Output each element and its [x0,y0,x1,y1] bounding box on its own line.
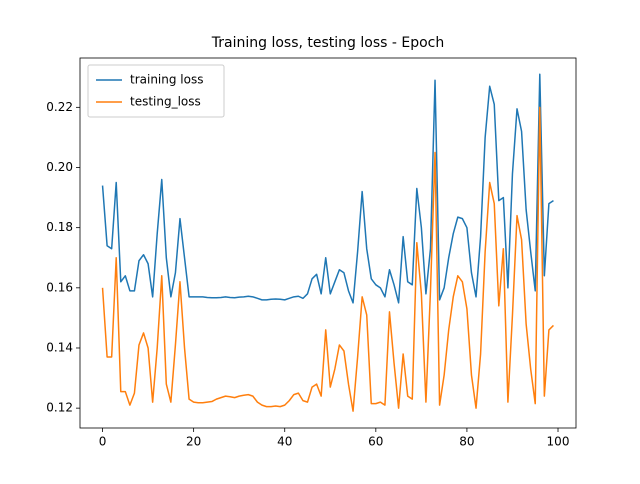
line-series [101,106,554,412]
y-tick-label: 0.18 [46,220,73,234]
y-tick-label: 0.12 [46,401,73,415]
plot-frame [79,57,577,429]
x-tick-label: 40 [277,435,292,449]
legend-label: testing_loss [130,95,201,109]
x-tick-label: 80 [459,435,474,449]
x-tick-label: 20 [186,435,201,449]
x-tick-label: 60 [368,435,383,449]
x-tick-label: 0 [99,435,107,449]
y-tick-label: 0.16 [46,280,73,294]
line-series [101,73,554,304]
legend-box [87,64,225,118]
y-tick-label: 0.22 [46,100,73,114]
y-tick-label: 0.20 [46,160,73,174]
legend-label: training loss [130,73,203,87]
y-tick-label: 0.14 [46,340,73,354]
chart-title: Training loss, testing loss - Epoch [211,35,444,51]
x-tick-label: 100 [547,435,570,449]
